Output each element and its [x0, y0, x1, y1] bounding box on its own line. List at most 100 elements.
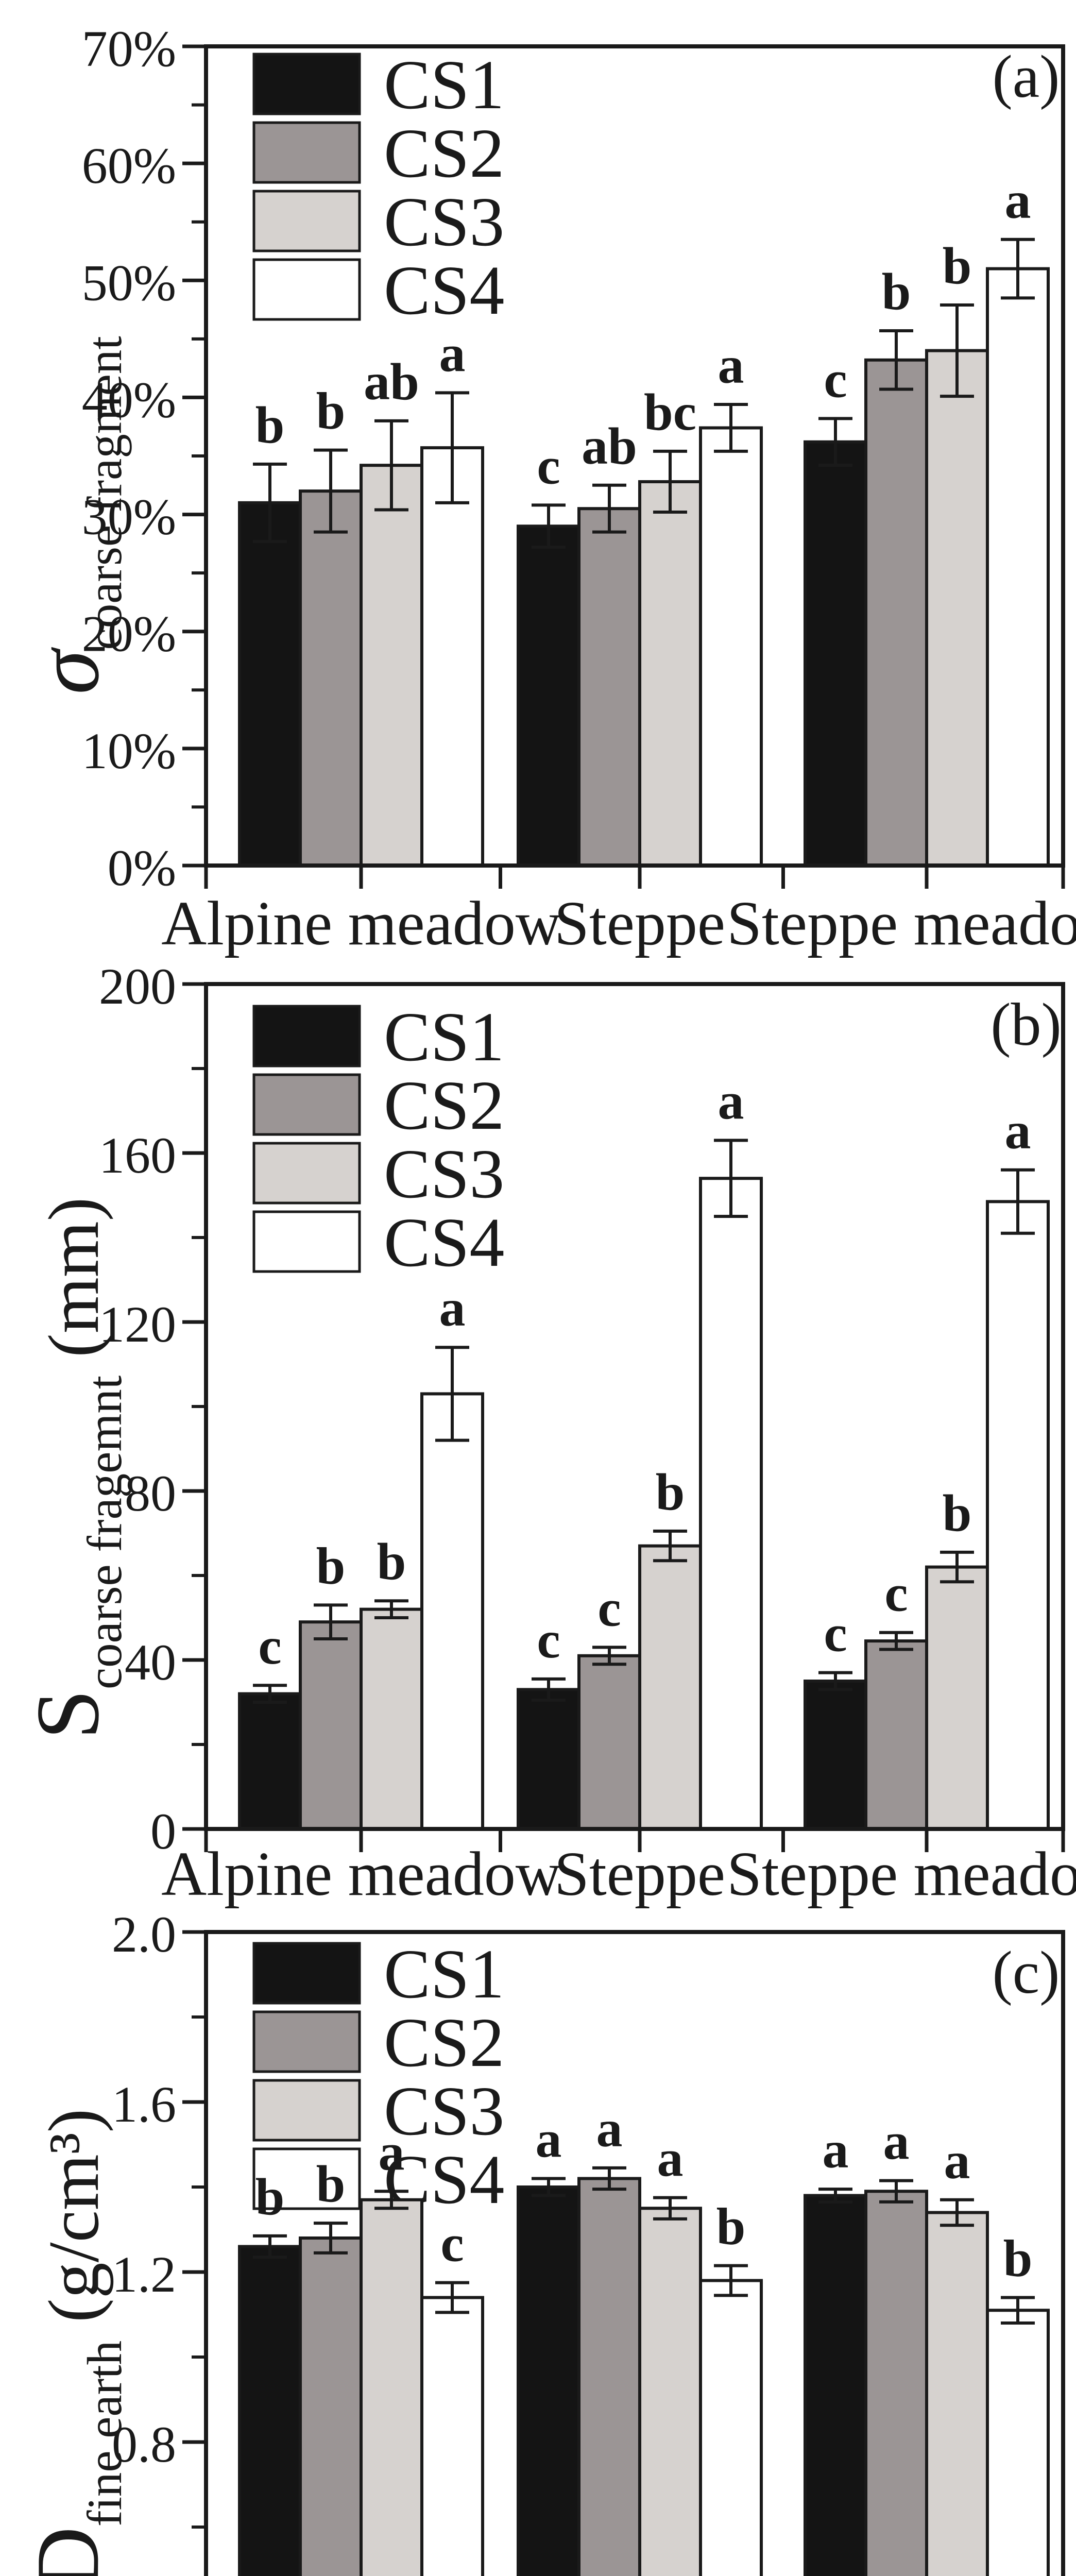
- bar-CS4-alpine-meadow: [420, 1392, 484, 1831]
- sig-letter-CS3-alpine-meadow: ab: [364, 353, 419, 411]
- y-tick-label: 200: [99, 958, 176, 1015]
- error-bar-CS3-alpine-meadow: [374, 419, 408, 512]
- bar-CS2-steppe-meadow: [864, 1639, 928, 1831]
- error-bar-CS1-steppe-meadow: [818, 417, 852, 467]
- sig-letter-CS3-steppe: a: [657, 2130, 684, 2188]
- y-axis-label: σcoarse fragment: [18, 336, 132, 694]
- error-bar-CS4-steppe-meadow: [1001, 1168, 1035, 1235]
- bar-CS1-steppe: [517, 2185, 580, 2576]
- legend-label-CS2: CS2: [384, 115, 504, 192]
- sig-letter-CS2-steppe-meadow: a: [883, 2113, 910, 2171]
- legend-label-CS3: CS3: [384, 1136, 504, 1213]
- error-bar-CS2-steppe: [592, 2166, 626, 2191]
- error-bar-CS3-alpine-meadow: [374, 2190, 408, 2210]
- y-tick-label: 1.2: [112, 2246, 176, 2303]
- sig-letter-CS2-alpine-meadow: b: [316, 2155, 346, 2213]
- bar-CS3-steppe: [638, 1544, 702, 1831]
- error-bar-CS3-steppe-meadow: [940, 2198, 974, 2227]
- bar-CS1-steppe: [517, 1688, 580, 1831]
- error-bar-CS1-alpine-meadow: [253, 2234, 287, 2259]
- panel-c: CS1CS2CS3CS40.00.40.81.21.62.0baabaaaaac…: [18, 1906, 1065, 2576]
- y-tick-label: 20%: [82, 605, 176, 663]
- y-tick-label: 60%: [82, 137, 176, 194]
- sig-letter-CS4-alpine-meadow: a: [439, 1279, 466, 1337]
- bar-CS3-alpine-meadow: [360, 464, 423, 867]
- bar-CS2-steppe: [577, 1654, 641, 1831]
- y-tick-label: 120: [99, 1296, 176, 1353]
- bar-CS1-steppe-meadow: [804, 1680, 867, 1831]
- y-tick-label: 0%: [108, 839, 176, 896]
- legend-swatch-CS1: [252, 53, 361, 115]
- legend-swatch-CS4: [252, 2147, 361, 2210]
- sig-letter-CS2-alpine-meadow: b: [316, 382, 346, 440]
- x-category-label-steppe-meadow: Steppe meadow: [727, 889, 1076, 958]
- sig-letter-CS4-steppe: a: [718, 336, 744, 395]
- panel-tag: (a): [993, 43, 1060, 110]
- sig-letter-CS3-alpine-meadow: a: [379, 2123, 405, 2181]
- error-bar-CS4-alpine-meadow: [435, 391, 469, 504]
- bar-CS3-alpine-meadow: [360, 2198, 423, 2576]
- bar-CS4-alpine-meadow: [420, 2296, 484, 2576]
- sig-letter-CS1-alpine-meadow: c: [258, 1617, 281, 1675]
- error-bar-CS2-alpine-meadow: [314, 2222, 348, 2255]
- error-bar-CS3-steppe-meadow: [940, 1550, 974, 1584]
- sig-letter-CS4-alpine-meadow: a: [439, 325, 466, 383]
- sig-letter-CS2-steppe: a: [596, 2100, 623, 2158]
- sig-letter-CS2-steppe-meadow: c: [884, 1565, 908, 1623]
- y-tick-label: 40%: [82, 371, 176, 428]
- error-bar-CS3-steppe-meadow: [940, 303, 974, 398]
- error-bar-CS4-steppe: [714, 2264, 748, 2297]
- bar-CS1-alpine-meadow: [238, 2245, 302, 2576]
- sig-letter-CS4-alpine-meadow: c: [440, 2215, 464, 2273]
- error-bar-CS4-steppe-meadow: [1001, 238, 1035, 300]
- legend-swatch-CS4: [252, 258, 361, 321]
- legend-label-CS1: CS1: [384, 46, 504, 124]
- panel-tag: (b): [990, 991, 1062, 1058]
- bar-CS4-alpine-meadow: [420, 446, 484, 867]
- legend-swatch-CS2: [252, 2010, 361, 2073]
- error-bar-CS1-steppe: [532, 503, 566, 549]
- legend-swatch-CS1: [252, 1942, 361, 2005]
- bar-CS1-alpine-meadow: [238, 1692, 302, 1831]
- y-tick-label: 1.6: [112, 2076, 176, 2133]
- sig-letter-CS1-alpine-meadow: b: [255, 396, 285, 454]
- error-bar-CS1-steppe-meadow: [818, 1671, 852, 1691]
- bar-CS2-steppe: [577, 2177, 641, 2576]
- bar-CS4-steppe: [699, 1177, 763, 1831]
- y-tick-label: 0.8: [112, 2416, 176, 2473]
- error-bar-CS4-alpine-meadow: [435, 2281, 469, 2314]
- y-tick-label: 40: [125, 1634, 176, 1691]
- y-tick-label: 30%: [82, 488, 176, 546]
- bar-CS2-alpine-meadow: [299, 1620, 363, 1831]
- axis-frame: [204, 982, 1065, 1831]
- sig-letter-CS2-steppe-meadow: b: [882, 263, 911, 321]
- error-bar-CS1-steppe-meadow: [818, 2188, 852, 2204]
- bar-CS2-alpine-meadow: [299, 2236, 363, 2576]
- bar-CS4-steppe: [699, 426, 763, 867]
- sig-letter-CS1-steppe: a: [536, 2111, 562, 2169]
- legend-swatch-CS3: [252, 190, 361, 252]
- error-bar-CS1-steppe: [532, 1677, 566, 1702]
- y-tick-label: 0: [150, 1803, 176, 1860]
- error-bar-CS2-steppe-meadow: [879, 1631, 913, 1651]
- bar-CS4-steppe: [699, 2279, 763, 2576]
- error-bar-CS1-steppe: [532, 2177, 566, 2197]
- legend-swatch-CS4: [252, 1210, 361, 1273]
- legend-swatch-CS3: [252, 2079, 361, 2142]
- x-category-label-steppe-meadow: Steppe meadow: [727, 1839, 1076, 1909]
- bar-CS2-steppe-meadow: [864, 358, 928, 867]
- x-category-label-steppe: Steppe: [554, 889, 725, 958]
- sig-letter-CS1-steppe: c: [537, 1611, 560, 1669]
- bar-CS3-steppe-meadow: [925, 349, 989, 867]
- bar-CS3-steppe-meadow: [925, 2211, 989, 2576]
- sig-letter-CS1-alpine-meadow: b: [255, 2168, 285, 2226]
- error-bar-CS2-alpine-meadow: [314, 1603, 348, 1640]
- bar-CS2-steppe: [577, 507, 641, 867]
- y-axis-label: Scoarse fragemnt (mm): [18, 1197, 132, 1740]
- panel-tag: (c): [993, 1939, 1060, 2006]
- legend-label-CS1: CS1: [384, 1936, 504, 2013]
- axis-frame: [204, 1930, 1065, 2576]
